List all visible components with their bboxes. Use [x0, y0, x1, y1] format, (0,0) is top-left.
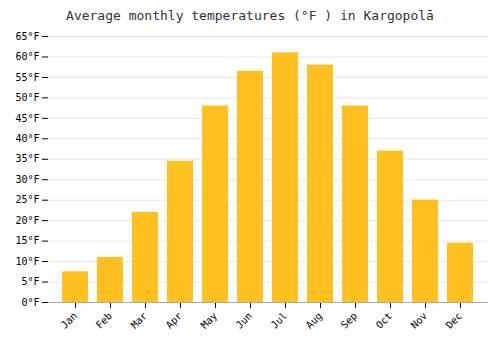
- svg-text:Mar: Mar: [129, 310, 150, 331]
- svg-text:25°F: 25°F: [15, 194, 39, 205]
- svg-text:Jul: Jul: [269, 310, 290, 331]
- svg-text:Dec: Dec: [444, 310, 465, 331]
- svg-text:5°F: 5°F: [21, 276, 39, 287]
- svg-text:Feb: Feb: [94, 310, 115, 331]
- svg-text:55°F: 55°F: [15, 72, 39, 83]
- svg-text:50°F: 50°F: [15, 92, 39, 103]
- svg-text:30°F: 30°F: [15, 174, 39, 185]
- svg-text:40°F: 40°F: [15, 133, 39, 144]
- svg-text:65°F: 65°F: [15, 31, 39, 42]
- svg-text:60°F: 60°F: [15, 51, 39, 62]
- svg-text:May: May: [199, 310, 220, 331]
- svg-text:Apr: Apr: [164, 310, 185, 331]
- svg-text:Sep: Sep: [339, 310, 360, 331]
- svg-text:20°F: 20°F: [15, 215, 39, 226]
- svg-text:Oct: Oct: [374, 310, 395, 331]
- svg-text:Aug: Aug: [304, 310, 325, 331]
- svg-text:10°F: 10°F: [15, 256, 39, 267]
- svg-text:35°F: 35°F: [15, 153, 39, 164]
- html-text:Average monthly temperatures (: Average monthly temperatures (°F ) in Ka…: [66, 8, 434, 23]
- svg-text:Jan: Jan: [59, 310, 80, 331]
- svg-text:Jun: Jun: [234, 310, 255, 331]
- svg-text:0°F: 0°F: [21, 297, 39, 308]
- svg-text:15°F: 15°F: [15, 235, 39, 246]
- svg-text:45°F: 45°F: [15, 113, 39, 124]
- svg-text:Nov: Nov: [409, 310, 430, 331]
